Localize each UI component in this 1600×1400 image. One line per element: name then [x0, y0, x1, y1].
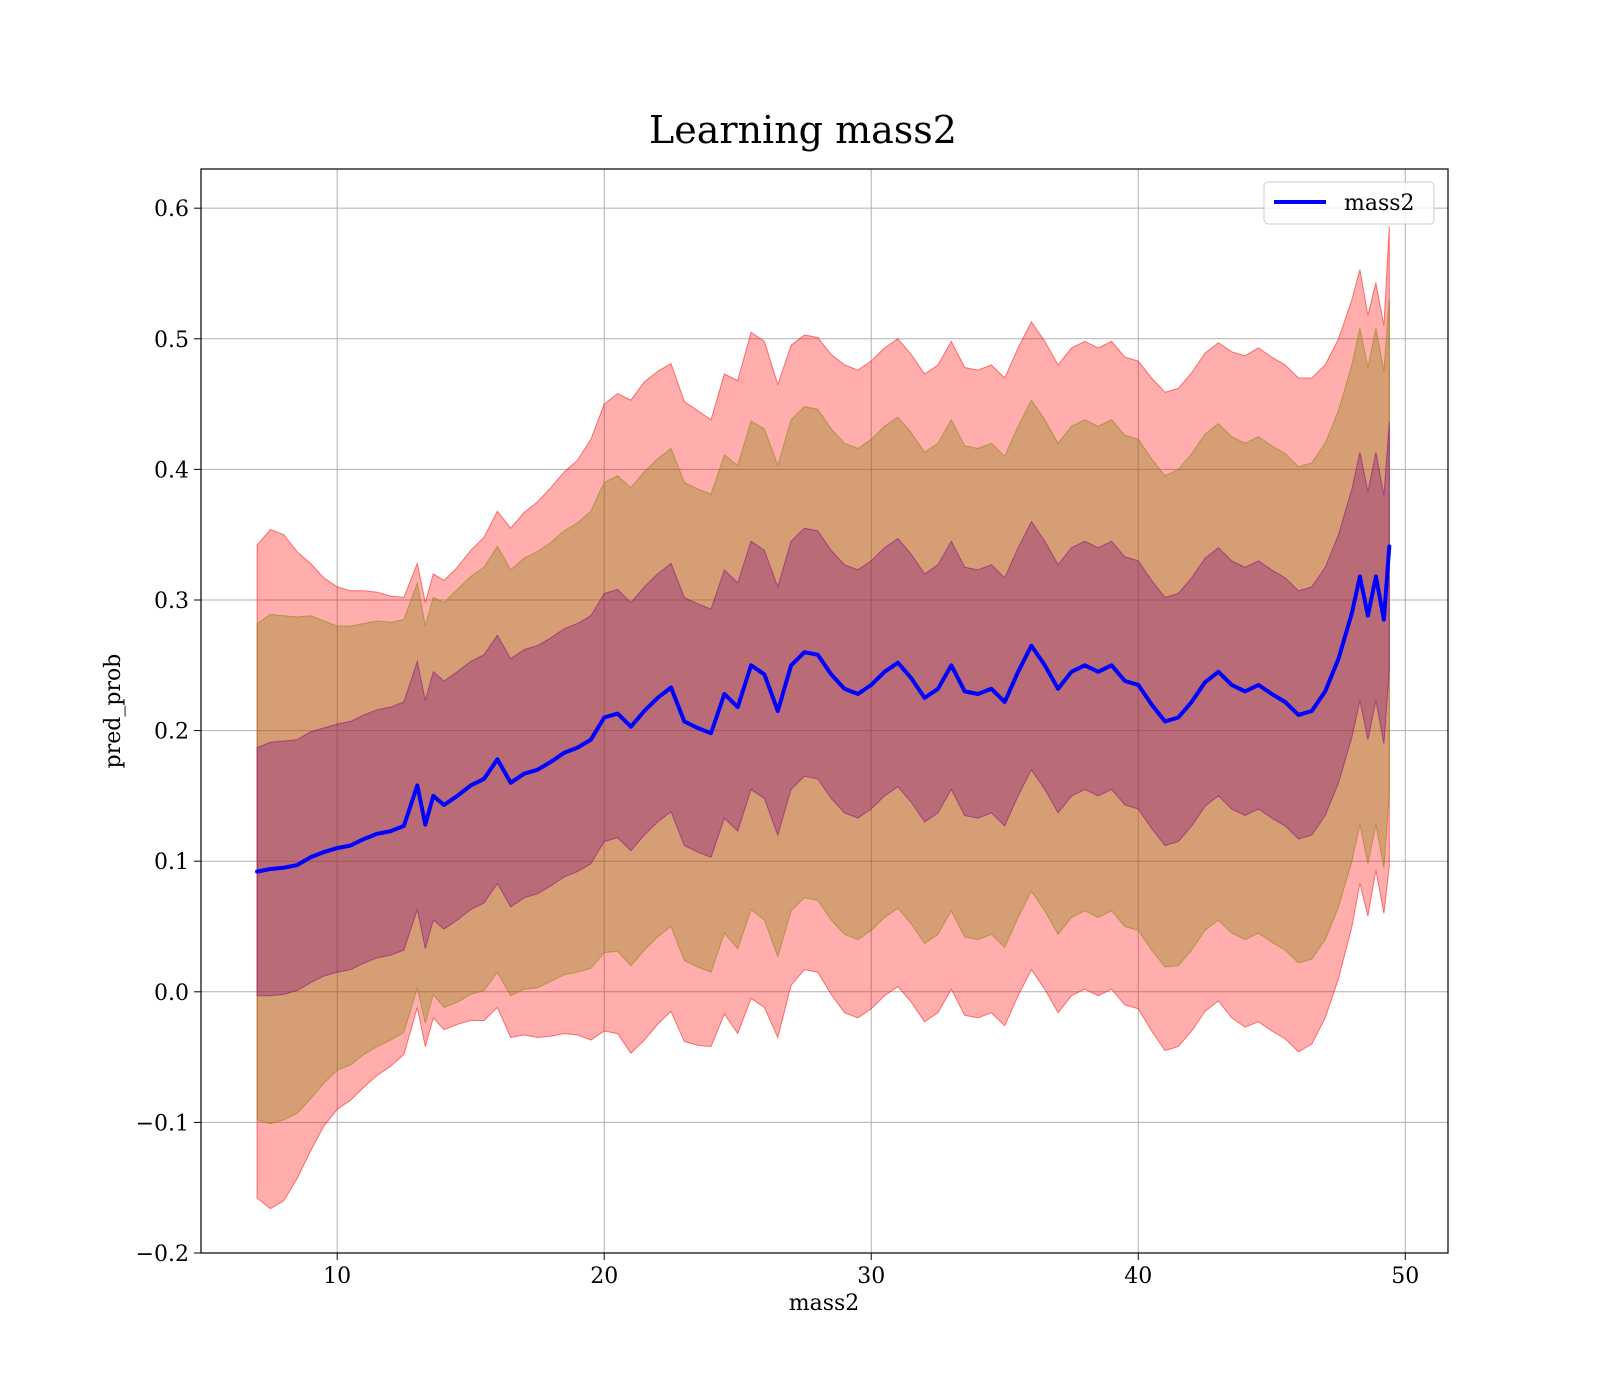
x-tick-label: 40	[1124, 1264, 1152, 1289]
y-tick-label: 0.6	[154, 197, 189, 222]
confidence-band-2	[256, 422, 1390, 997]
legend-label: mass2	[1344, 191, 1415, 216]
confidence-band-0	[256, 226, 1390, 1210]
y-tick-label: 0.0	[154, 981, 189, 1006]
y-axis-ticks: −0.2 −0.1 0.0 0.1 0.2 0.3 0.4 0.5 0.6	[136, 197, 201, 1267]
x-axis-label: mass2	[789, 1291, 860, 1316]
x-tick-label: 10	[323, 1264, 351, 1289]
series-lines	[255, 544, 1392, 874]
x-tick-label: 50	[1391, 1264, 1419, 1289]
y-tick-label: −0.2	[136, 1242, 189, 1267]
legend-box	[1263, 181, 1435, 225]
x-tick-label: 30	[857, 1264, 885, 1289]
series-line-mass2	[255, 544, 1392, 874]
legend: mass2	[1263, 181, 1435, 225]
y-tick-label: −0.1	[136, 1111, 189, 1136]
y-tick-label: 0.1	[154, 850, 189, 875]
y-tick-label: 0.2	[154, 720, 189, 745]
confidence-bands	[256, 226, 1390, 1210]
y-tick-label: 0.5	[154, 328, 189, 353]
confidence-band-1	[256, 298, 1390, 1125]
y-tick-label: 0.4	[154, 458, 189, 483]
x-tick-label: 20	[590, 1264, 618, 1289]
chart-title: Learning mass2	[649, 108, 957, 152]
y-axis-label: pred_prob	[101, 654, 126, 769]
plot-frame	[200, 168, 1449, 1254]
grid-lines	[201, 169, 1448, 1254]
x-axis-ticks: 10 20 30 40 50	[323, 1253, 1419, 1289]
y-tick-label: 0.3	[154, 589, 189, 614]
